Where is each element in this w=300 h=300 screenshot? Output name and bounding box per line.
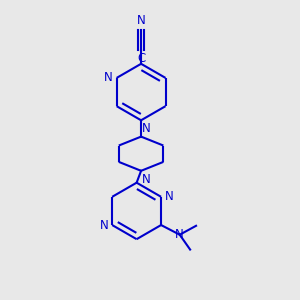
Text: N: N (142, 172, 151, 186)
Text: N: N (142, 122, 151, 135)
Text: N: N (137, 14, 146, 27)
Text: N: N (165, 190, 173, 203)
Text: N: N (175, 228, 184, 241)
Text: C: C (137, 52, 145, 64)
Text: N: N (100, 218, 109, 232)
Text: N: N (103, 71, 112, 84)
